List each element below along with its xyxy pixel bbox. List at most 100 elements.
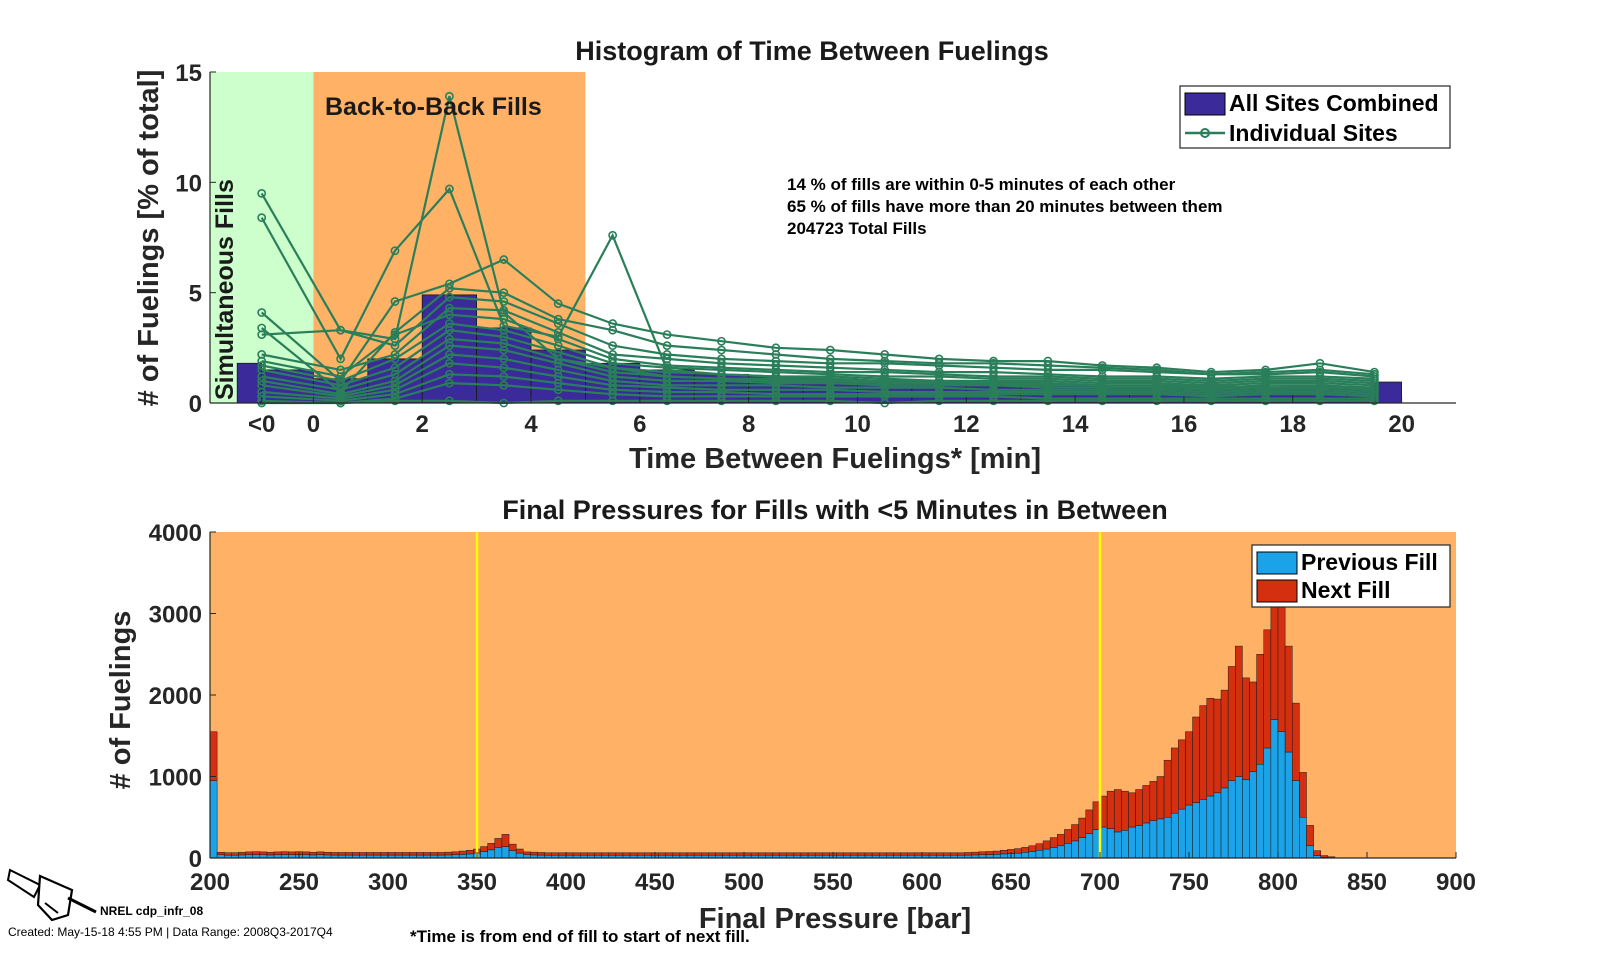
x-tick-label: 900 (1436, 869, 1476, 896)
next-fill-bar (373, 852, 382, 856)
x-tick-label: 14 (1062, 411, 1089, 438)
next-fill-bar (223, 852, 232, 856)
site-point (662, 330, 672, 339)
next-fill-bar (238, 852, 246, 856)
site-point (336, 354, 345, 364)
next-fill-bar (1263, 629, 1272, 749)
previous-fill-bar (1284, 751, 1293, 859)
next-fill-bar (985, 851, 994, 855)
next-fill-bar (394, 852, 403, 856)
next-fill-bar (736, 852, 745, 856)
x-tick-label: 8 (742, 411, 755, 438)
next-fill-bar (708, 852, 716, 856)
next-fill-bar (444, 851, 453, 856)
x-tick-label: 450 (635, 869, 675, 896)
site-point (717, 345, 726, 355)
next-fill-bar (366, 852, 375, 856)
next-fill-bar (252, 851, 261, 855)
next-fill-bar (907, 852, 916, 856)
site-point (445, 350, 454, 359)
x-tick-label: <0 (248, 411, 275, 438)
next-fill-bar (558, 852, 567, 856)
next-fill-bar (1149, 781, 1158, 821)
next-fill-bar (1313, 850, 1321, 856)
site-point (257, 330, 267, 339)
site-point (717, 336, 726, 346)
site-line (261, 313, 1375, 383)
site-point (662, 396, 672, 406)
next-fill-bar (1071, 824, 1079, 842)
next-fill-bar (622, 852, 631, 856)
site-line (261, 399, 1375, 405)
site-point (1315, 396, 1325, 406)
y-tick-label: 0 (189, 391, 202, 418)
annotation-total-fills: 204723 Total Fills (787, 219, 927, 238)
histogram-chart: Histogram of Time Between Fuelings <0 0 2 4… (133, 36, 1456, 475)
legend-swatch-next (1256, 579, 1298, 603)
next-fill-bar (1049, 837, 1058, 848)
next-fill-bar (743, 852, 752, 856)
previous-fill-bar (508, 850, 517, 859)
next-fill-bar (793, 852, 802, 856)
site-line (261, 353, 1375, 398)
y-tick-label: 10 (175, 170, 202, 197)
x-tick-label: 500 (724, 869, 764, 896)
previous-fill-bar (1306, 845, 1314, 859)
legend-swatch-all-sites (1184, 92, 1226, 116)
next-fill-bar (786, 852, 795, 856)
site-point (445, 310, 454, 320)
previous-fill-bar (1277, 731, 1286, 859)
next-fill-bar (729, 852, 738, 856)
previous-fill-bar (1242, 779, 1250, 859)
next-fill-bar (943, 852, 951, 856)
next-fill-bar (836, 852, 844, 856)
next-fill-bar (416, 852, 424, 856)
next-fill-bar (1270, 601, 1279, 720)
next-fill-bar (850, 852, 859, 856)
y-axis-label: # of Fuelings [% of total] (133, 70, 165, 407)
site-point (934, 396, 944, 406)
next-fill-bar (1113, 789, 1122, 833)
next-fill-bar (893, 852, 901, 856)
footer: NREL cdp_infr_08 Created: May-15-18 4:55… (6, 868, 750, 946)
next-fill-bar (259, 851, 268, 855)
next-fill-bar (359, 852, 367, 856)
next-fill-bar (216, 852, 225, 855)
next-fill-bar (886, 852, 894, 856)
site-point (445, 184, 454, 194)
next-fill-bar (1291, 702, 1300, 781)
next-fill-bar (515, 848, 524, 854)
site-point (390, 246, 400, 256)
legend-all-sites: All Sites Combined (1229, 90, 1439, 116)
site-point (257, 188, 267, 198)
legend: Previous Fill Next Fill (1251, 544, 1451, 608)
previous-fill-bar (1113, 831, 1122, 859)
next-fill-bar (1163, 759, 1172, 818)
next-fill-bar (950, 852, 958, 856)
x-tick-label: 4 (524, 411, 538, 438)
next-fill-bar (273, 851, 282, 855)
site-point (608, 396, 618, 406)
created-info: Created: May-15-18 4:55 PM | Data Range:… (8, 925, 333, 939)
next-fill-bar (1042, 840, 1051, 850)
site-point (1043, 396, 1053, 406)
site-point (608, 325, 618, 335)
y-tick-label: 1000 (149, 765, 202, 792)
next-fill-bar (636, 852, 645, 856)
x-tick-label: 18 (1279, 411, 1306, 438)
footnote: *Time is from end of fill to start of ne… (410, 927, 750, 946)
next-fill-bar (1085, 809, 1094, 834)
site-point (499, 372, 509, 381)
x-tick-label: 400 (546, 869, 586, 896)
x-tick-label: 0 (307, 411, 320, 438)
back-to-back-fills-label: Back-to-Back Fills (325, 93, 542, 121)
next-fill-bar (594, 852, 602, 856)
site-point (257, 376, 267, 386)
next-fill-bar (921, 852, 930, 856)
site-point (499, 314, 509, 324)
chart-title: Final Pressures for Fills with <5 Minute… (502, 495, 1167, 525)
site-point (445, 91, 454, 101)
next-fill-bar (722, 852, 731, 856)
site-point (825, 396, 835, 406)
